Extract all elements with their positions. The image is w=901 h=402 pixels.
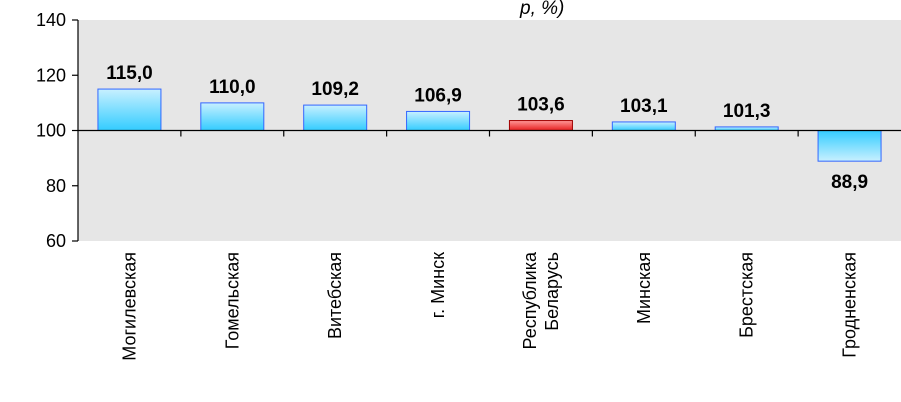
bar <box>406 110 471 132</box>
x-category-label: Могилевская <box>119 252 139 361</box>
x-axis: Могилевская Гомельская Витебская г. Минск Ре… <box>78 129 901 361</box>
data-label: 110,0 <box>209 77 256 98</box>
data-label: 115,0 <box>106 63 153 84</box>
bar <box>97 88 162 131</box>
y-tick-label: 140 <box>36 10 66 30</box>
x-category-label: Витебская <box>325 252 345 339</box>
chart-title-fragment: р, %) <box>519 0 564 19</box>
bar <box>200 102 265 131</box>
y-tick-label: 60 <box>46 231 66 251</box>
bar <box>508 120 573 131</box>
bars: 115,0 110,0 109,2 106,9 103,6 103,1 101,3 88,9 <box>97 63 882 193</box>
data-label: 103,1 <box>620 96 668 117</box>
data-label: 109,2 <box>311 79 359 100</box>
x-category-label: Беларусь <box>542 252 562 331</box>
data-label: 103,6 <box>517 95 565 116</box>
bar <box>817 130 882 162</box>
y-axis: 60 80 100 120 140 <box>36 10 79 251</box>
x-category-label: Республика <box>520 251 540 350</box>
bar <box>611 121 676 131</box>
bar <box>303 104 368 131</box>
x-category-label: Брестская <box>737 252 757 338</box>
y-tick-label: 80 <box>46 176 66 196</box>
y-tick-label: 120 <box>36 65 66 85</box>
data-label: 106,9 <box>414 85 462 106</box>
data-label: 101,3 <box>723 101 771 122</box>
x-category-label: г. Минск <box>428 252 448 318</box>
data-label: 88,9 <box>831 172 868 193</box>
y-tick-label: 100 <box>36 121 66 141</box>
x-category-label: Минская <box>634 252 654 324</box>
x-category-label: Гродненская <box>840 252 860 358</box>
x-category-label: Гомельская <box>222 252 242 349</box>
